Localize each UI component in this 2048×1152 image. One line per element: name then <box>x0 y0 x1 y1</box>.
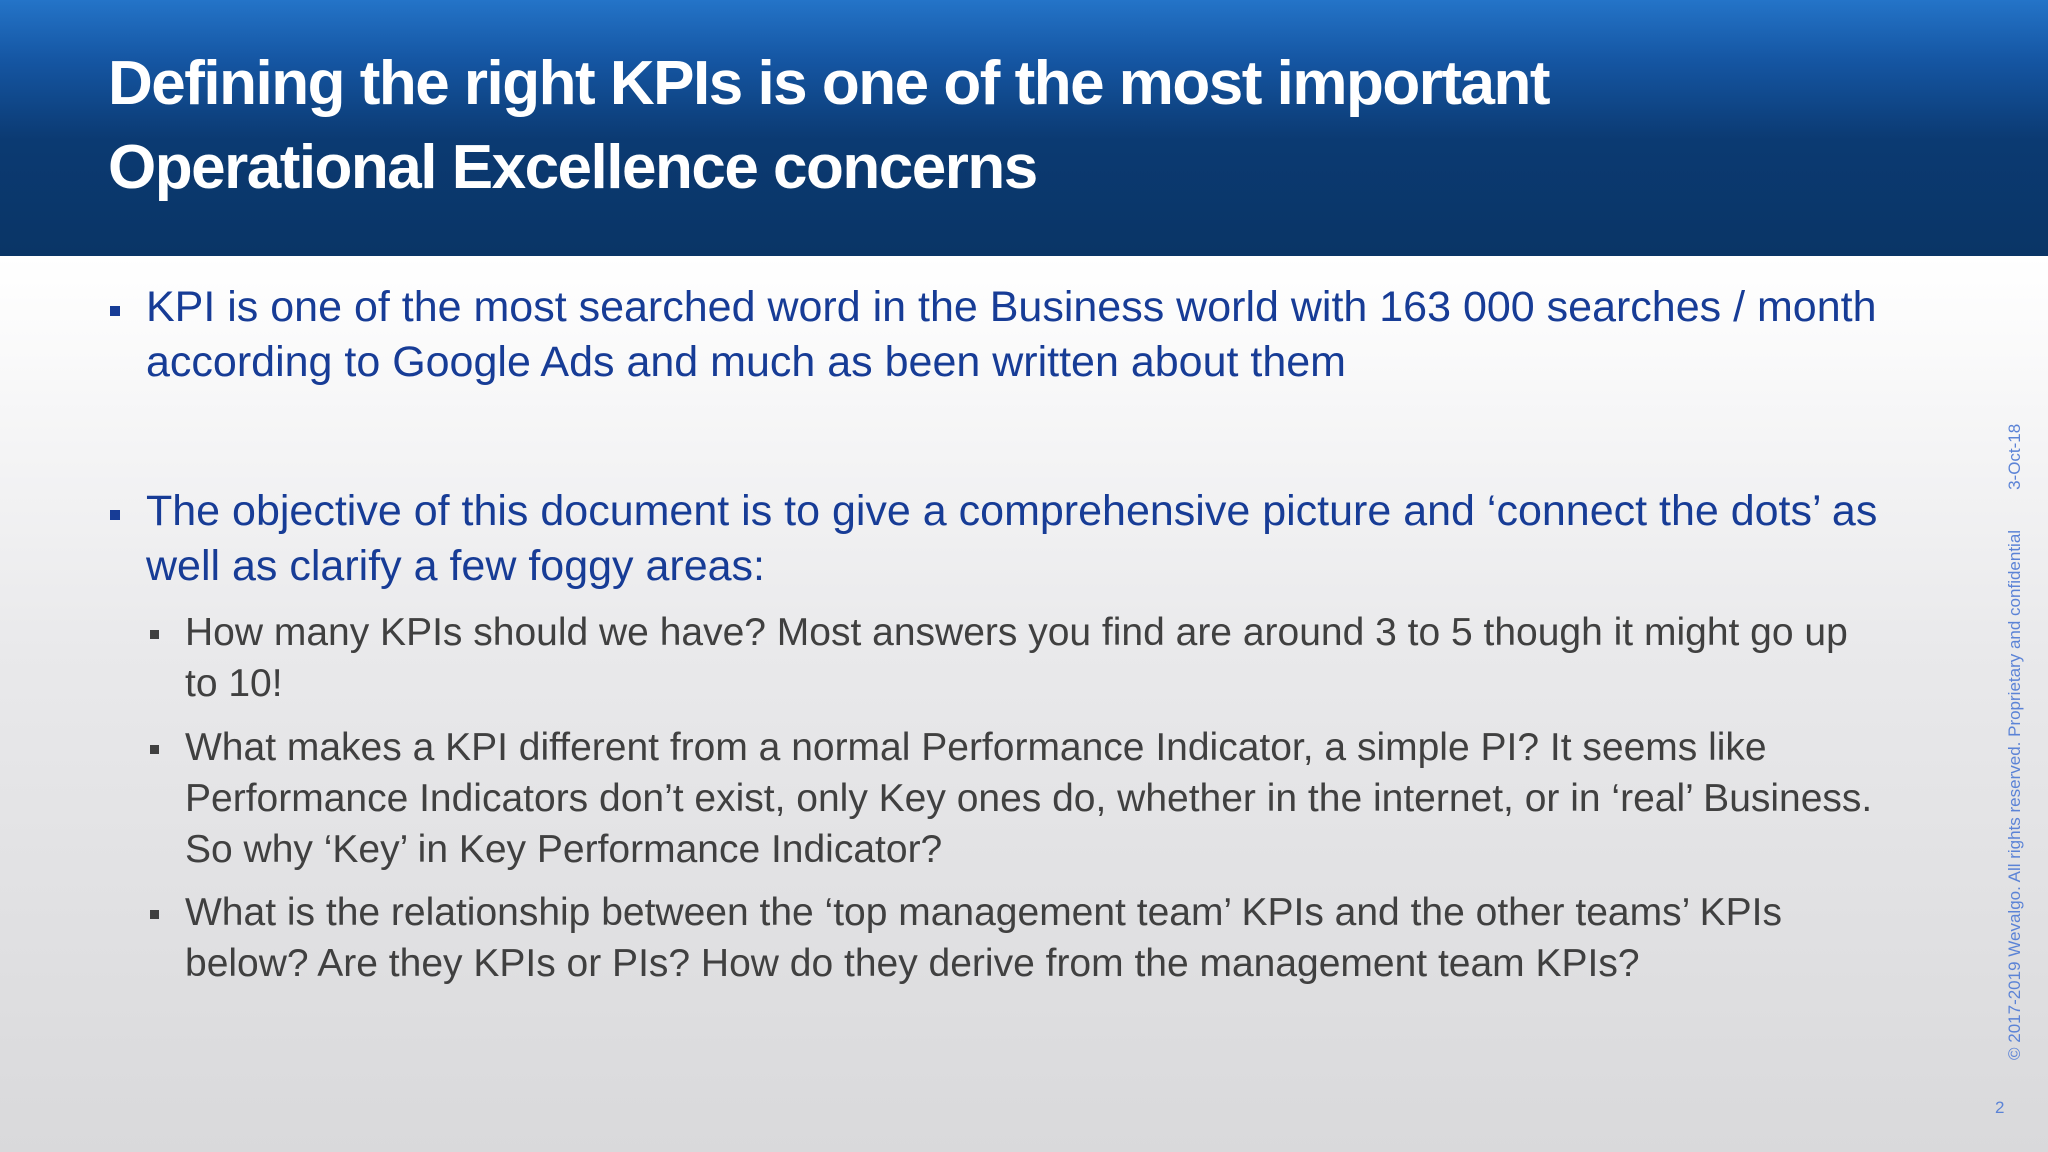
sub-bullet-marker <box>150 910 159 919</box>
sub-bullet-text: What makes a KPI different from a normal… <box>185 726 1873 871</box>
bullet-text: KPI is one of the most searched word in … <box>146 283 1877 386</box>
title-line: Operational Excellence concerns <box>108 133 1038 202</box>
sub-bullet-marker <box>150 745 159 754</box>
header: Defining the right KPIs is one of the mo… <box>0 0 2048 256</box>
bullet-marker <box>110 510 120 520</box>
bullet-text: The objective of this document is to giv… <box>146 487 1878 590</box>
title-line: Defining the right KPIs is one of the mo… <box>108 49 1551 118</box>
sub-bullet-text: How many KPIs should we have? Most answe… <box>185 611 1848 705</box>
copyright: © 2017-2019 Wevalgo. All rights reserved… <box>2005 529 2024 1060</box>
page-number: 2 <box>1995 1098 2005 1117</box>
sub-bullet-marker <box>150 630 159 639</box>
side-note: © 2017-2019 Wevalgo. All rights reserved… <box>2005 424 2025 1060</box>
bullet-marker <box>110 306 120 316</box>
date: 3-Oct-18 <box>2005 423 2024 490</box>
sub-bullet-text: What is the relationship between the ‘to… <box>185 891 1782 985</box>
